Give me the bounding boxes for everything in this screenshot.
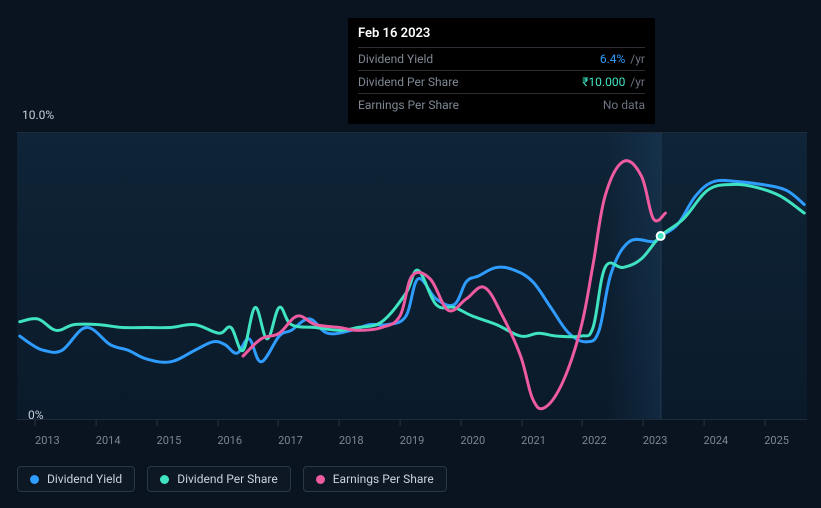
x-tick-label: 2024: [703, 434, 728, 447]
legend-dot-icon: [160, 475, 169, 484]
tooltip-row-value: No data: [603, 98, 645, 112]
x-tick-mark: [643, 420, 644, 426]
x-tick-mark: [460, 420, 461, 426]
x-tick-mark: [521, 420, 522, 426]
tooltip-row-label: Earnings Per Share: [358, 98, 459, 112]
tooltip-row-value: 6.4% /yr: [600, 52, 645, 66]
x-tick-mark: [703, 420, 704, 426]
plot-svg: [17, 133, 807, 419]
plot-area[interactable]: [17, 132, 807, 420]
legend-dot-icon: [316, 475, 325, 484]
legend-label: Earnings Per Share: [333, 472, 434, 486]
x-tick-label: 2017: [278, 434, 303, 447]
x-axis-ticks: 2013 2014 2015 2016 2017 2018 2019 2020 2021 2022…: [17, 434, 807, 450]
x-tick-label: 2025: [764, 434, 789, 447]
y-axis-max-label: 10.0%: [22, 108, 54, 122]
tooltip-row: Dividend Per Share ₹10.000 /yr: [358, 70, 645, 93]
x-tick-mark: [339, 420, 340, 426]
tooltip-row-label: Dividend Yield: [358, 52, 433, 66]
x-tick-label: 2015: [157, 434, 182, 447]
dividend-chart: Feb 16 2023 Dividend Yield6.4% /yrDivide…: [0, 0, 821, 508]
legend-item[interactable]: Dividend Per Share: [147, 466, 291, 492]
tooltip-row: Dividend Yield 6.4% /yr: [358, 47, 645, 70]
x-tick-label: 2019: [400, 434, 425, 447]
x-tick-mark: [157, 420, 158, 426]
chart-legend: Dividend Yield Dividend Per Share Earnings…: [17, 466, 447, 492]
x-tick-mark: [35, 420, 36, 426]
x-tick-mark: [764, 420, 765, 426]
x-tick-mark: [217, 420, 218, 426]
x-tick-label: 2022: [582, 434, 607, 447]
x-tick-label: 2021: [521, 434, 546, 447]
legend-label: Dividend Per Share: [177, 472, 278, 486]
x-tick-label: 2020: [460, 434, 485, 447]
x-tick-label: 2016: [217, 434, 242, 447]
tooltip-row-value: ₹10.000 /yr: [582, 75, 645, 89]
tooltip-row-unit: /yr: [627, 75, 645, 89]
chart-tooltip: Feb 16 2023 Dividend Yield6.4% /yrDivide…: [348, 18, 655, 124]
tooltip-row-label: Dividend Per Share: [358, 75, 459, 89]
x-tick-mark: [96, 420, 97, 426]
tooltip-row: Earnings Per Share No data: [358, 93, 645, 116]
legend-label: Dividend Yield: [47, 472, 122, 486]
legend-item[interactable]: Earnings Per Share: [303, 466, 447, 492]
x-tick-mark: [278, 420, 279, 426]
legend-dot-icon: [30, 475, 39, 484]
x-tick-mark: [582, 420, 583, 426]
hover-marker: [657, 232, 665, 240]
tooltip-row-unit: /yr: [627, 52, 645, 66]
x-tick-label: 2018: [339, 434, 364, 447]
series-line: [20, 180, 805, 362]
x-tick-mark: [400, 420, 401, 426]
x-tick-label: 2023: [643, 434, 668, 447]
tooltip-date: Feb 16 2023: [358, 26, 645, 47]
x-tick-label: 2014: [96, 434, 121, 447]
legend-item[interactable]: Dividend Yield: [17, 466, 135, 492]
x-tick-label: 2013: [35, 434, 60, 447]
